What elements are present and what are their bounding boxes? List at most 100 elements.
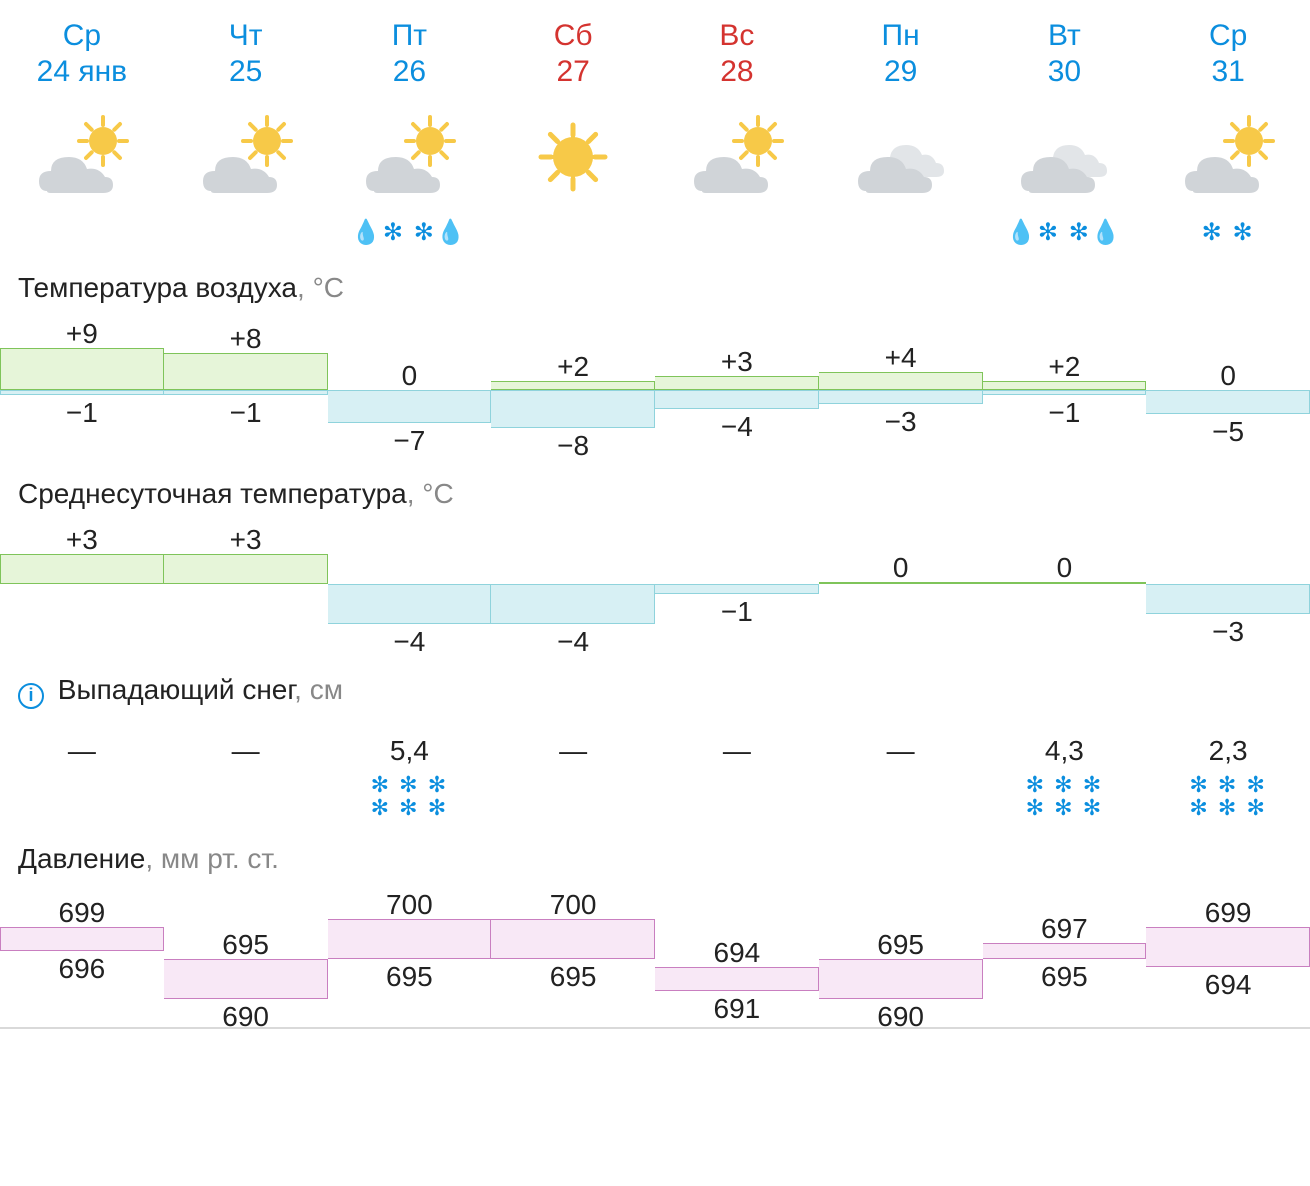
temp-high: 0 <box>328 360 492 392</box>
pressure-column: 699 694 <box>1146 889 1310 1027</box>
snow-value: — <box>819 717 983 773</box>
snow-flakes-icon <box>491 773 655 823</box>
temp-column: +2 −8 <box>491 318 655 458</box>
temp-high: +4 <box>819 342 983 374</box>
pressure-high: 695 <box>819 929 983 961</box>
temp-low: −1 <box>983 397 1147 429</box>
day-of-week: Ср <box>0 18 164 54</box>
pressure-high: 694 <box>655 937 819 969</box>
pressure-high: 699 <box>0 897 164 929</box>
snow-flakes-row: ✻ ✻ ✻✻ ✻ ✻✻ ✻ ✻✻ ✻ ✻✻ ✻ ✻✻ ✻ ✻ <box>0 773 1310 823</box>
temp-column: +4 −3 <box>819 318 983 458</box>
day-header-row: Ср 24 янвЧт 25Пт 26Сб 27Вс 28Пн 29Вт 30С… <box>0 0 1310 98</box>
weather-icon-cloudy <box>983 98 1147 218</box>
day-header[interactable]: Сб 27 <box>491 0 655 98</box>
day-date: 28 <box>655 54 819 90</box>
weather-forecast: Ср 24 янвЧт 25Пт 26Сб 27Вс 28Пн 29Вт 30С… <box>0 0 1310 1029</box>
pressure-low: 691 <box>655 993 819 1025</box>
section-unit: , см <box>294 674 343 705</box>
temp-high: 0 <box>1146 360 1310 392</box>
pressure-column: 695 690 <box>819 889 983 1027</box>
snow-value: — <box>655 717 819 773</box>
precip-under-icon: 💧✻ ✻💧 <box>328 218 492 252</box>
avg-temp-value: 0 <box>983 552 1147 584</box>
weather-icon-row <box>0 98 1310 218</box>
section-title-text: Среднесуточная температура <box>18 478 407 509</box>
temp-high: +3 <box>655 346 819 378</box>
pressure-high: 699 <box>1146 897 1310 929</box>
pressure-low: 690 <box>164 1001 328 1033</box>
info-icon[interactable]: i <box>18 683 44 709</box>
section-unit: , °C <box>297 272 344 303</box>
day-header[interactable]: Вт 30 <box>983 0 1147 98</box>
avg-temp-column: 0 <box>983 524 1147 654</box>
avg-temp-column: −4 <box>328 524 492 654</box>
avg-temp-value: +3 <box>0 524 164 556</box>
day-date: 25 <box>164 54 328 90</box>
temp-high: +2 <box>983 351 1147 383</box>
pressure-low: 696 <box>0 953 164 985</box>
temperature-chart: +9 −1 +8 −10 −7 +2 −8 +3 −4 +4 −3 +2 −10… <box>0 318 1310 458</box>
temp-high: +2 <box>491 351 655 383</box>
avg-temperature-chart: +3 +3 −4 −4 −1 0 0 −3 <box>0 524 1310 654</box>
snow-value: 5,4 <box>328 717 492 773</box>
section-title-text: Давление <box>18 843 145 874</box>
day-header[interactable]: Пт 26 <box>328 0 492 98</box>
day-header[interactable]: Ср 24 янв <box>0 0 164 98</box>
pressure-high: 700 <box>328 889 492 921</box>
pressure-high: 695 <box>164 929 328 961</box>
weather-icon-cloudy <box>819 98 983 218</box>
section-title-text: Выпадающий снег <box>58 674 294 705</box>
avg-temp-column: −3 <box>1146 524 1310 654</box>
snow-flakes-icon: ✻ ✻ ✻✻ ✻ ✻ <box>328 773 492 823</box>
day-header[interactable]: Чт 25 <box>164 0 328 98</box>
precip-under-icon <box>164 218 328 252</box>
snow-flakes-icon <box>0 773 164 823</box>
day-of-week: Пн <box>819 18 983 54</box>
precip-under-icon <box>491 218 655 252</box>
avg-temp-column: +3 <box>164 524 328 654</box>
day-header[interactable]: Вс 28 <box>655 0 819 98</box>
day-of-week: Ср <box>1146 18 1310 54</box>
day-of-week: Вт <box>983 18 1147 54</box>
avg-temp-column: −4 <box>491 524 655 654</box>
avg-temp-value: 0 <box>819 552 983 584</box>
weather-precip-row: 💧✻ ✻💧💧✻ ✻💧✻ ✻ <box>0 218 1310 252</box>
avg-temp-column: 0 <box>819 524 983 654</box>
precip-under-icon <box>0 218 164 252</box>
day-date: 31 <box>1146 54 1310 90</box>
temp-low: −1 <box>164 397 328 429</box>
weather-icon-sunny <box>491 98 655 218</box>
pressure-high: 700 <box>491 889 655 921</box>
pressure-column: 700 695 <box>491 889 655 1027</box>
temp-low: −4 <box>655 411 819 443</box>
snow-flakes-icon <box>819 773 983 823</box>
section-title-pressure: Давление, мм рт. ст. <box>0 823 1310 883</box>
day-of-week: Сб <box>491 18 655 54</box>
temp-column: +8 −1 <box>164 318 328 458</box>
temp-low: −3 <box>819 406 983 438</box>
temp-column: 0 −5 <box>1146 318 1310 458</box>
snow-flakes-icon <box>164 773 328 823</box>
avg-temp-column: −1 <box>655 524 819 654</box>
day-of-week: Чт <box>164 18 328 54</box>
pressure-column: 697 695 <box>983 889 1147 1027</box>
weather-icon-partly-cloudy <box>0 98 164 218</box>
temp-high: +8 <box>164 323 328 355</box>
temp-low: −7 <box>328 425 492 457</box>
avg-temp-column: +3 <box>0 524 164 654</box>
day-header[interactable]: Ср 31 <box>1146 0 1310 98</box>
temp-low: −1 <box>0 397 164 429</box>
section-title-temperature: Температура воздуха, °C <box>0 252 1310 312</box>
snow-value: — <box>0 717 164 773</box>
day-date: 27 <box>491 54 655 90</box>
weather-icon-partly-cloudy <box>1146 98 1310 218</box>
pressure-column: 695 690 <box>164 889 328 1027</box>
precip-under-icon: ✻ ✻ <box>1146 218 1310 252</box>
day-of-week: Вс <box>655 18 819 54</box>
snow-values-row: ——5,4———4,32,3 <box>0 717 1310 773</box>
precip-under-icon <box>655 218 819 252</box>
day-header[interactable]: Пн 29 <box>819 0 983 98</box>
snow-flakes-icon <box>655 773 819 823</box>
day-date: 26 <box>328 54 492 90</box>
